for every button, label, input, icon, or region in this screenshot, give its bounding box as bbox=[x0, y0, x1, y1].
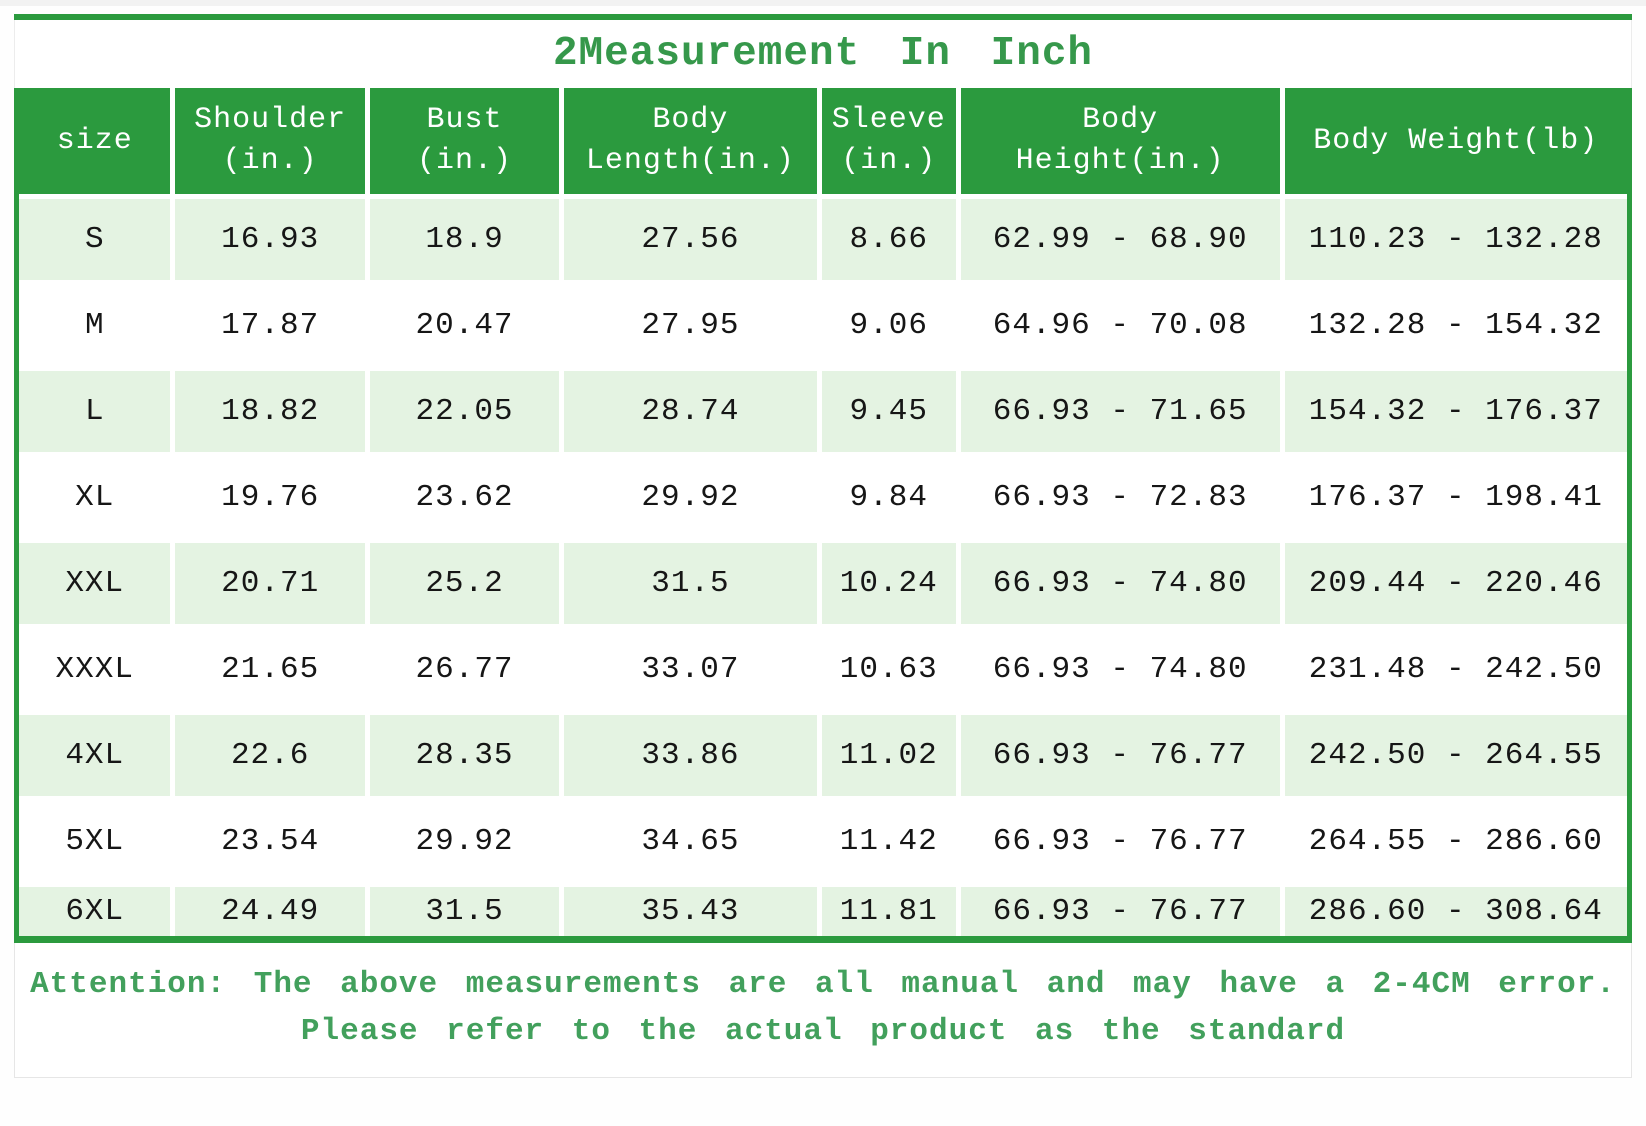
table-cell: 176.37 - 198.41 bbox=[1284, 457, 1627, 538]
table-cell: 20.47 bbox=[369, 285, 560, 366]
table-cell: 66.93 - 76.77 bbox=[960, 801, 1280, 882]
table-cell: 9.45 bbox=[821, 371, 956, 452]
table-cell: 21.65 bbox=[175, 629, 365, 710]
table-cell: 11.42 bbox=[821, 801, 956, 882]
table-cell: 62.99 - 68.90 bbox=[960, 199, 1280, 280]
table-row-6xl: 6XL 24.49 31.5 35.43 11.81 66.93 - 76.77… bbox=[19, 887, 1627, 936]
table-cell: 110.23 - 132.28 bbox=[1284, 199, 1627, 280]
table-cell: 17.87 bbox=[175, 285, 365, 366]
table-cell: 66.93 - 76.77 bbox=[960, 715, 1280, 796]
table-cell: 18.82 bbox=[175, 371, 365, 452]
table-cell: 34.65 bbox=[564, 801, 817, 882]
table-cell: 66.93 - 72.83 bbox=[960, 457, 1280, 538]
attention-line-2: Please refer to the actual product as th… bbox=[300, 1014, 1346, 1049]
table-cell: 66.93 - 74.80 bbox=[960, 629, 1280, 710]
title-row: 2Measurement In Inch bbox=[14, 20, 1632, 88]
table-cell: 25.2 bbox=[369, 543, 560, 624]
table-cell: 66.93 - 74.80 bbox=[960, 543, 1280, 624]
table-frame: size Shoulder (in.) Bust (in.) Body Length(… bbox=[14, 88, 1632, 943]
table-row-m: M 17.87 20.47 27.95 9.06 64.96 - 70.08 1… bbox=[19, 285, 1627, 366]
table-cell: 26.77 bbox=[369, 629, 560, 710]
table-cell: 28.35 bbox=[369, 715, 560, 796]
col-header-sleeve: Sleeve (in.) bbox=[821, 88, 956, 194]
table-cell: 23.62 bbox=[369, 457, 560, 538]
size-cell: 6XL bbox=[19, 887, 171, 936]
table-row-l: L 18.82 22.05 28.74 9.45 66.93 - 71.65 1… bbox=[19, 371, 1627, 452]
table-cell: 242.50 - 264.55 bbox=[1284, 715, 1627, 796]
size-cell: 5XL bbox=[19, 801, 171, 882]
col-header-body-weight: Body Weight(lb) bbox=[1284, 88, 1627, 194]
table-cell: 22.05 bbox=[369, 371, 560, 452]
table-cell: 19.76 bbox=[175, 457, 365, 538]
table-cell: 231.48 - 242.50 bbox=[1284, 629, 1627, 710]
attention-note: Attention: The above measurements are al… bbox=[14, 943, 1632, 1078]
table-cell: 31.5 bbox=[369, 887, 560, 936]
table-cell: 20.71 bbox=[175, 543, 365, 624]
table-row-4xl: 4XL 22.6 28.35 33.86 11.02 66.93 - 76.77… bbox=[19, 715, 1627, 796]
table-cell: 33.86 bbox=[564, 715, 817, 796]
size-cell: S bbox=[19, 199, 171, 280]
table-cell: 18.9 bbox=[369, 199, 560, 280]
table-cell: 22.6 bbox=[175, 715, 365, 796]
table-cell: 11.81 bbox=[821, 887, 956, 936]
table-row-xxl: XXL 20.71 25.2 31.5 10.24 66.93 - 74.80 … bbox=[19, 543, 1627, 624]
col-header-size: size bbox=[19, 88, 171, 194]
table-cell: 10.63 bbox=[821, 629, 956, 710]
table-cell: 35.43 bbox=[564, 887, 817, 936]
size-cell: XXXL bbox=[19, 629, 171, 710]
table-row-xxxl: XXXL 21.65 26.77 33.07 10.63 66.93 - 74.… bbox=[19, 629, 1627, 710]
attention-line-1: Attention: The above measurements are al… bbox=[30, 967, 1616, 1002]
table-cell: 66.93 - 71.65 bbox=[960, 371, 1280, 452]
table-cell: 27.56 bbox=[564, 199, 817, 280]
size-cell: L bbox=[19, 371, 171, 452]
table-cell: 9.84 bbox=[821, 457, 956, 538]
table-cell: 29.92 bbox=[369, 801, 560, 882]
table-cell: 24.49 bbox=[175, 887, 365, 936]
size-cell: 4XL bbox=[19, 715, 171, 796]
col-header-shoulder: Shoulder (in.) bbox=[175, 88, 365, 194]
table-cell: 154.32 - 176.37 bbox=[1284, 371, 1627, 452]
table-cell: 16.93 bbox=[175, 199, 365, 280]
table-cell: 31.5 bbox=[564, 543, 817, 624]
table-cell: 132.28 - 154.32 bbox=[1284, 285, 1627, 366]
col-header-body-height: Body Height(in.) bbox=[960, 88, 1280, 194]
table-cell: 8.66 bbox=[821, 199, 956, 280]
table-cell: 10.24 bbox=[821, 543, 956, 624]
table-cell: 29.92 bbox=[564, 457, 817, 538]
size-cell: XL bbox=[19, 457, 171, 538]
table-cell: 11.02 bbox=[821, 715, 956, 796]
top-green-bar bbox=[14, 14, 1632, 20]
table-cell: 66.93 - 76.77 bbox=[960, 887, 1280, 936]
table-cell: 27.95 bbox=[564, 285, 817, 366]
table-cell: 209.44 - 220.46 bbox=[1284, 543, 1627, 624]
size-table: size Shoulder (in.) Bust (in.) Body Length(… bbox=[19, 88, 1627, 936]
table-row-xl: XL 19.76 23.62 29.92 9.84 66.93 - 72.83 … bbox=[19, 457, 1627, 538]
table-cell: 264.55 - 286.60 bbox=[1284, 801, 1627, 882]
size-chart-card: 2Measurement In Inch size Shoulder (in.) … bbox=[14, 14, 1632, 1078]
header-row: size Shoulder (in.) Bust (in.) Body Length(… bbox=[19, 88, 1627, 194]
table-cell: 23.54 bbox=[175, 801, 365, 882]
table-cell: 28.74 bbox=[564, 371, 817, 452]
col-header-bust: Bust (in.) bbox=[369, 88, 560, 194]
table-row-5xl: 5XL 23.54 29.92 34.65 11.42 66.93 - 76.7… bbox=[19, 801, 1627, 882]
page-title: 2Measurement In Inch bbox=[552, 31, 1094, 77]
table-cell: 33.07 bbox=[564, 629, 817, 710]
size-cell: M bbox=[19, 285, 171, 366]
table-cell: 286.60 - 308.64 bbox=[1284, 887, 1627, 936]
table-cell: 9.06 bbox=[821, 285, 956, 366]
table-cell: 64.96 - 70.08 bbox=[960, 285, 1280, 366]
table-row-s: S 16.93 18.9 27.56 8.66 62.99 - 68.90 11… bbox=[19, 199, 1627, 280]
size-cell: XXL bbox=[19, 543, 171, 624]
col-header-body-length: Body Length(in.) bbox=[564, 88, 817, 194]
